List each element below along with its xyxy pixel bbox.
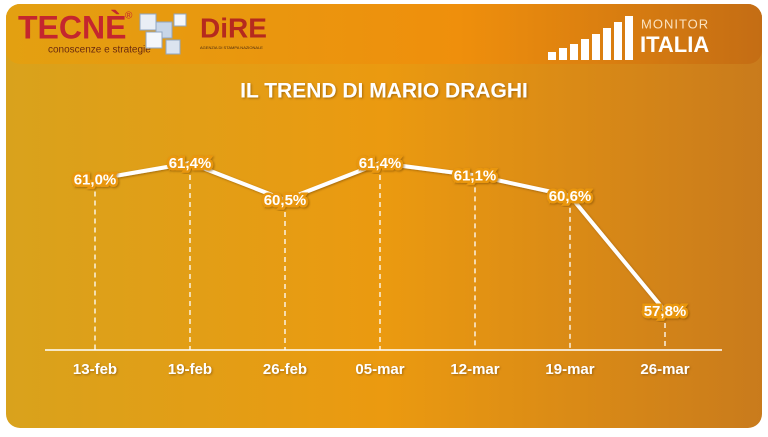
monitor: MONITOR (641, 16, 709, 31)
x-tick-label: 19-feb (168, 361, 212, 378)
agency: DiRE (200, 12, 267, 43)
value-label: 61,4% (359, 155, 402, 172)
value-label: 61,1% (454, 167, 497, 184)
chart-title: IL TREND DI MARIO DRAGHI (240, 80, 528, 103)
registered: ® (125, 11, 133, 22)
x-tick-label: 26-mar (640, 361, 689, 378)
x-tick-label: 12-mar (450, 361, 499, 378)
bars-icon (548, 16, 633, 60)
x-tick-label: 19-mar (545, 361, 594, 378)
x-tick-label: 13-feb (73, 361, 117, 378)
agency-tagline: AGENZIA DI STAMPA NAZIONALE (200, 45, 263, 50)
trend-line (94, 161, 667, 313)
value-label: 60,6% (549, 188, 592, 205)
value-label: 61,0% (74, 171, 117, 188)
value-label: 61,4% (169, 155, 212, 172)
tagline: conoscenze e strategie (48, 45, 151, 56)
brand: TECNÈ (18, 9, 126, 45)
value-label: 57,8% (644, 303, 687, 320)
cube-icon (139, 13, 187, 55)
x-tick-label: 26-feb (263, 361, 307, 378)
italia: ITALIA (640, 32, 709, 57)
value-label: 60,5% (264, 192, 307, 209)
x-tick-label: 05-mar (355, 361, 404, 378)
background (6, 4, 762, 428)
